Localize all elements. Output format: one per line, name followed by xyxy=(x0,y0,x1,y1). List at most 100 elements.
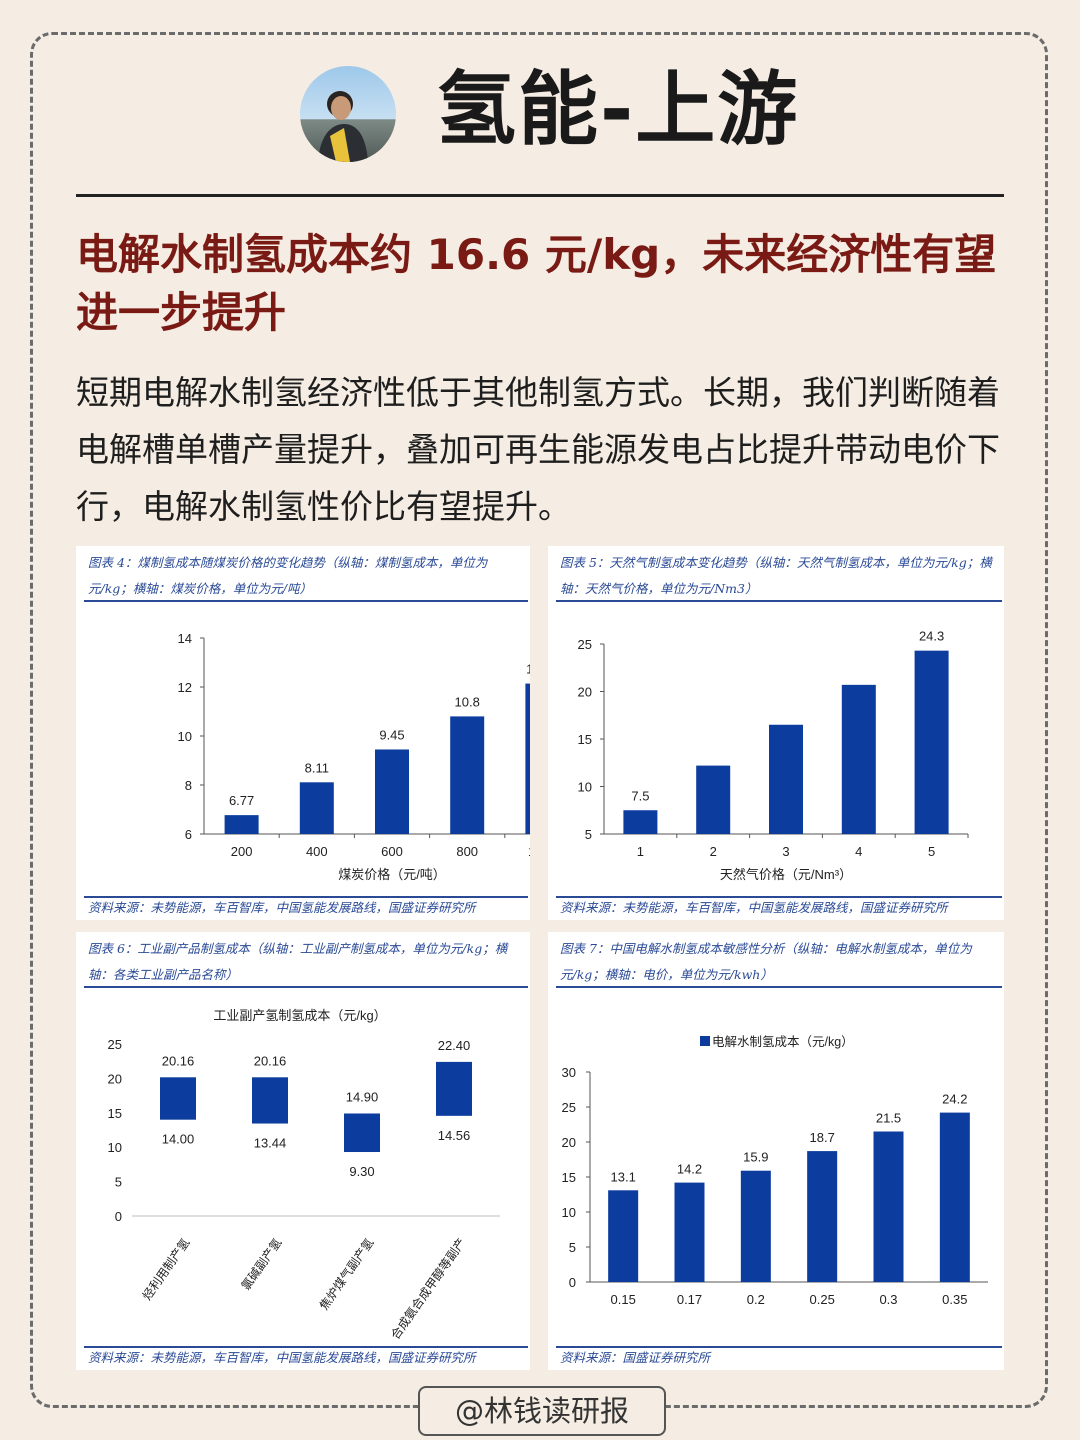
bar xyxy=(873,1131,904,1282)
data-label: 12.14 xyxy=(526,662,530,677)
bar xyxy=(914,650,949,834)
y-tick-label: 10 xyxy=(178,729,192,744)
data-label: 10.8 xyxy=(455,694,480,709)
x-tick-label: 600 xyxy=(381,844,403,859)
x-tick-label: 400 xyxy=(306,844,328,859)
y-tick-label: 0 xyxy=(569,1275,576,1290)
data-label: 7.5 xyxy=(631,788,649,803)
data-label: 24.3 xyxy=(919,629,944,644)
high-label: 20.16 xyxy=(254,1053,287,1068)
x-tick-label: 4 xyxy=(855,844,862,859)
y-tick-label: 5 xyxy=(569,1240,576,1255)
y-tick-label: 20 xyxy=(108,1071,122,1086)
y-tick-label: 20 xyxy=(578,685,592,700)
bar xyxy=(939,1112,970,1282)
x-tick-label: 0.2 xyxy=(747,1292,765,1307)
data-label: 13.1 xyxy=(611,1169,636,1184)
range-bar xyxy=(344,1113,380,1153)
bar xyxy=(608,1190,639,1282)
x-tick-label: 0.3 xyxy=(879,1292,897,1307)
data-label: 8.11 xyxy=(305,760,329,775)
x-tick-label: 3 xyxy=(782,844,789,859)
coal-bar-chart: 6 8 10 12 14 200 6.77 400 8.11 600 9.45 800 10.8 1000… xyxy=(178,631,530,882)
page-title: 氢能-上游 xyxy=(436,63,800,156)
x-axis-label: 天然气价格（元/Nm³） xyxy=(720,867,852,882)
chart-panel-coal: 图表 4：煤制氢成本随煤炭价格的变化趋势（纵轴：煤制氢成本，单位为元/kg；横轴… xyxy=(76,546,530,920)
caption-divider xyxy=(556,600,1002,602)
bar xyxy=(525,683,530,834)
data-label: 6.77 xyxy=(229,793,254,808)
source-divider xyxy=(556,896,1002,898)
x-tick-label: 1000 xyxy=(528,844,530,859)
y-tick-label: 6 xyxy=(185,827,192,842)
caption-divider xyxy=(84,986,528,988)
data-label: 21.5 xyxy=(876,1111,901,1126)
bar xyxy=(841,684,876,834)
author-watermark: @林钱读研报 xyxy=(418,1386,666,1436)
range-bar xyxy=(160,1077,196,1120)
chart-panel-gas: 图表 5：天然气制氢成本变化趋势（纵轴：天然气制氢成本，单位为元/kg；横轴：天… xyxy=(548,546,1004,920)
y-tick-label: 25 xyxy=(578,637,592,652)
y-tick-label: 5 xyxy=(585,827,592,842)
bar xyxy=(674,1182,705,1282)
range-bar xyxy=(252,1077,288,1124)
y-tick-label: 15 xyxy=(578,732,592,747)
body-paragraph: 短期电解水制氢经济性低于其他制氢方式。长期，我们判断随着电解槽单槽产量提升，叠加… xyxy=(76,373,1000,526)
gas-bar-chart: 5 10 15 20 25 1 7.5 2 3 4 5 24.3 天然气价格（元/Nm³） xyxy=(578,629,969,882)
caption-divider xyxy=(84,600,528,602)
bar xyxy=(807,1151,838,1282)
electrolysis-bar-chart: 0 5 10 15 20 25 30 电解水制氢成本（元/kg） 13.1 0.15 14.2 0.1… xyxy=(562,1034,988,1307)
x-tick-label: 焦炉煤气副产氢 xyxy=(316,1235,376,1312)
y-tick-label: 15 xyxy=(562,1170,576,1185)
range-bar xyxy=(436,1061,472,1116)
y-tick-label: 25 xyxy=(562,1100,576,1115)
avatar xyxy=(300,66,396,162)
y-tick-label: 25 xyxy=(108,1037,122,1052)
source-divider xyxy=(556,1346,1002,1348)
person-photo-avatar-icon xyxy=(318,91,368,162)
chart-title: 工业副产氢制氢成本（元/kg） xyxy=(213,1008,386,1023)
data-label: 9.45 xyxy=(379,727,404,742)
chart-caption: 图表 5：天然气制氢成本变化趋势（纵轴：天然气制氢成本，单位为元/kg；横轴：天… xyxy=(560,555,992,596)
y-tick-label: 0 xyxy=(115,1209,122,1224)
high-label: 22.40 xyxy=(438,1038,471,1053)
bar xyxy=(740,1170,771,1282)
chart-caption: 图表 7：中国电解水制氢成本敏感性分析（纵轴：电解水制氢成本，单位为元/kg；横… xyxy=(560,941,972,982)
x-tick-label: 200 xyxy=(231,844,253,859)
data-label: 18.7 xyxy=(810,1130,835,1145)
source-divider xyxy=(84,896,528,898)
y-tick-label: 30 xyxy=(562,1065,576,1080)
chart-caption: 图表 6：工业副产品制氢成本（纵轴：工业副产制氢成本，单位为元/kg；横轴：各类… xyxy=(88,941,508,982)
title-divider xyxy=(76,194,1004,197)
y-tick-label: 20 xyxy=(562,1135,576,1150)
x-tick-label: 800 xyxy=(456,844,478,859)
x-tick-label: 氯碱副产氢 xyxy=(238,1235,285,1293)
low-label: 9.30 xyxy=(349,1164,374,1179)
low-label: 13.44 xyxy=(254,1136,287,1151)
legend-swatch xyxy=(700,1036,710,1046)
y-tick-label: 8 xyxy=(185,778,192,793)
chart-source: 资料来源：国盛证券研究所 xyxy=(560,1350,711,1365)
chart-caption: 图表 4：煤制氢成本随煤炭价格的变化趋势（纵轴：煤制氢成本，单位为元/kg；横轴… xyxy=(88,555,488,596)
bar xyxy=(623,810,658,834)
x-tick-label: 烃利用制产氢 xyxy=(139,1235,193,1303)
bar xyxy=(299,782,334,834)
x-tick-label: 2 xyxy=(710,844,717,859)
y-tick-label: 10 xyxy=(108,1140,122,1155)
source-divider xyxy=(84,1346,528,1348)
y-tick-label: 12 xyxy=(178,680,192,695)
x-tick-label: 5 xyxy=(928,844,935,859)
data-label: 24.2 xyxy=(942,1092,967,1107)
bar xyxy=(769,724,803,834)
bar xyxy=(450,716,485,834)
y-tick-label: 14 xyxy=(178,631,192,646)
data-label: 15.9 xyxy=(743,1150,768,1165)
bar xyxy=(696,765,731,834)
y-tick-label: 10 xyxy=(578,780,592,795)
x-tick-label: 0.17 xyxy=(677,1292,702,1307)
byproduct-range-chart: 工业副产氢制氢成本（元/kg） 0 5 10 15 20 25 20.16 14.00 烃利用制产… xyxy=(108,1008,500,1342)
x-tick-label: 1 xyxy=(637,844,644,859)
caption-divider xyxy=(556,986,1002,988)
high-label: 14.90 xyxy=(346,1089,379,1104)
chart-panel-byproduct: 图表 6：工业副产品制氢成本（纵轴：工业副产制氢成本，单位为元/kg；横轴：各类… xyxy=(76,932,530,1370)
